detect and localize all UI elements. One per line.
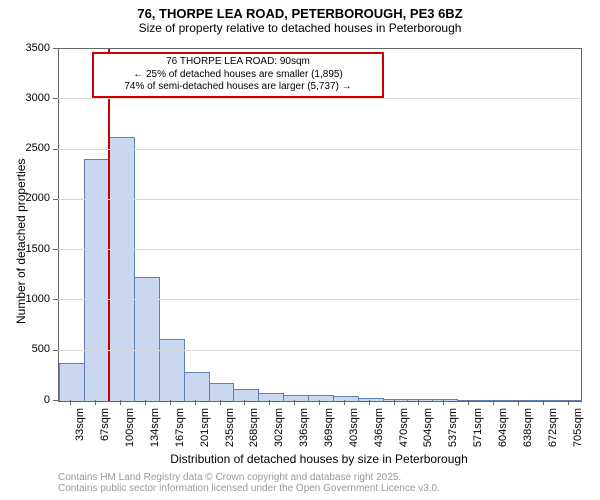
xtick-label: 537sqm — [447, 408, 459, 468]
xtick-label: 302sqm — [273, 408, 285, 468]
ytick-mark — [53, 350, 58, 351]
xtick-label: 638sqm — [522, 408, 534, 468]
ytick-label: 1500 — [0, 243, 50, 255]
histogram-bar — [233, 389, 259, 401]
histogram-bar — [283, 395, 309, 401]
xtick-mark — [468, 400, 469, 405]
xtick-mark — [369, 400, 370, 405]
gridline — [58, 98, 580, 99]
footer-line2: Contains public sector information licen… — [58, 483, 440, 494]
ytick-label: 0 — [0, 394, 50, 406]
histogram-bar — [432, 399, 458, 401]
xtick-mark — [170, 400, 171, 405]
annotation-line1: 76 THORPE LEA ROAD: 90sqm — [98, 56, 378, 69]
ytick-mark — [53, 199, 58, 200]
histogram-bar — [457, 400, 483, 402]
ytick-label: 2000 — [0, 192, 50, 204]
ytick-label: 3500 — [0, 42, 50, 54]
xtick-mark — [70, 400, 71, 405]
ytick-mark — [53, 149, 58, 150]
xtick-mark — [294, 400, 295, 405]
property-marker-line — [108, 49, 110, 401]
xtick-label: 672sqm — [547, 408, 559, 468]
histogram-bar — [209, 383, 235, 401]
xtick-mark — [493, 400, 494, 405]
ytick-mark — [53, 400, 58, 401]
histogram-bar — [258, 393, 284, 401]
annotation-box: 76 THORPE LEA ROAD: 90sqm← 25% of detach… — [92, 52, 384, 98]
footer-attribution: Contains HM Land Registry data © Crown c… — [58, 472, 440, 494]
ytick-mark — [53, 48, 58, 49]
histogram-bar — [184, 372, 210, 401]
xtick-label: 100sqm — [124, 408, 136, 468]
ytick-label: 2500 — [0, 142, 50, 154]
xtick-mark — [95, 400, 96, 405]
xtick-label: 571sqm — [472, 408, 484, 468]
ytick-mark — [53, 98, 58, 99]
histogram-bar — [308, 395, 334, 401]
xtick-label: 470sqm — [398, 408, 410, 468]
xtick-mark — [244, 400, 245, 405]
xtick-mark — [518, 400, 519, 405]
xtick-mark — [269, 400, 270, 405]
histogram-bar — [482, 400, 508, 402]
ytick-mark — [53, 249, 58, 250]
chart-title-line2: Size of property relative to detached ho… — [0, 21, 600, 35]
xtick-label: 201sqm — [199, 408, 211, 468]
annotation-line2: ← 25% of detached houses are smaller (1,… — [98, 69, 378, 82]
xtick-mark — [145, 400, 146, 405]
xtick-mark — [418, 400, 419, 405]
xtick-label: 604sqm — [497, 408, 509, 468]
xtick-label: 436sqm — [373, 408, 385, 468]
xtick-label: 403sqm — [348, 408, 360, 468]
xtick-label: 235sqm — [224, 408, 236, 468]
xtick-mark — [220, 400, 221, 405]
ytick-label: 1000 — [0, 293, 50, 305]
histogram-bar — [532, 400, 558, 402]
gridline — [58, 249, 580, 250]
xtick-label: 705sqm — [572, 408, 584, 468]
xtick-mark — [195, 400, 196, 405]
gridline — [58, 149, 580, 150]
gridline — [58, 199, 580, 200]
histogram-bar — [59, 363, 85, 401]
histogram-bar — [407, 399, 433, 401]
histogram-bar — [358, 398, 384, 401]
xtick-mark — [543, 400, 544, 405]
gridline — [58, 350, 580, 351]
annotation-line3: 74% of semi-detached houses are larger (… — [98, 81, 378, 94]
ytick-label: 3000 — [0, 92, 50, 104]
xtick-mark — [443, 400, 444, 405]
histogram-bar — [507, 400, 533, 402]
xtick-label: 67sqm — [99, 408, 111, 468]
xtick-label: 504sqm — [422, 408, 434, 468]
xtick-label: 134sqm — [149, 408, 161, 468]
xtick-label: 167sqm — [174, 408, 186, 468]
gridline — [58, 299, 580, 300]
xtick-mark — [344, 400, 345, 405]
xtick-label: 369sqm — [323, 408, 335, 468]
chart-title-line1: 76, THORPE LEA ROAD, PETERBOROUGH, PE3 6… — [0, 0, 600, 21]
histogram-bar — [159, 339, 185, 401]
ytick-label: 500 — [0, 343, 50, 355]
histogram-bar — [557, 400, 583, 402]
histogram-bar — [333, 396, 359, 401]
xtick-label: 268sqm — [248, 408, 260, 468]
histogram-bar — [383, 399, 409, 401]
xtick-mark — [319, 400, 320, 405]
xtick-mark — [568, 400, 569, 405]
histogram-bar — [134, 277, 160, 401]
footer-line1: Contains HM Land Registry data © Crown c… — [58, 472, 440, 483]
xtick-label: 336sqm — [298, 408, 310, 468]
histogram-bar — [84, 159, 110, 401]
histogram-chart: 76, THORPE LEA ROAD, PETERBOROUGH, PE3 6… — [0, 0, 600, 500]
xtick-mark — [120, 400, 121, 405]
ytick-mark — [53, 299, 58, 300]
xtick-label: 33sqm — [74, 408, 86, 468]
xtick-mark — [394, 400, 395, 405]
histogram-bar — [109, 137, 135, 401]
